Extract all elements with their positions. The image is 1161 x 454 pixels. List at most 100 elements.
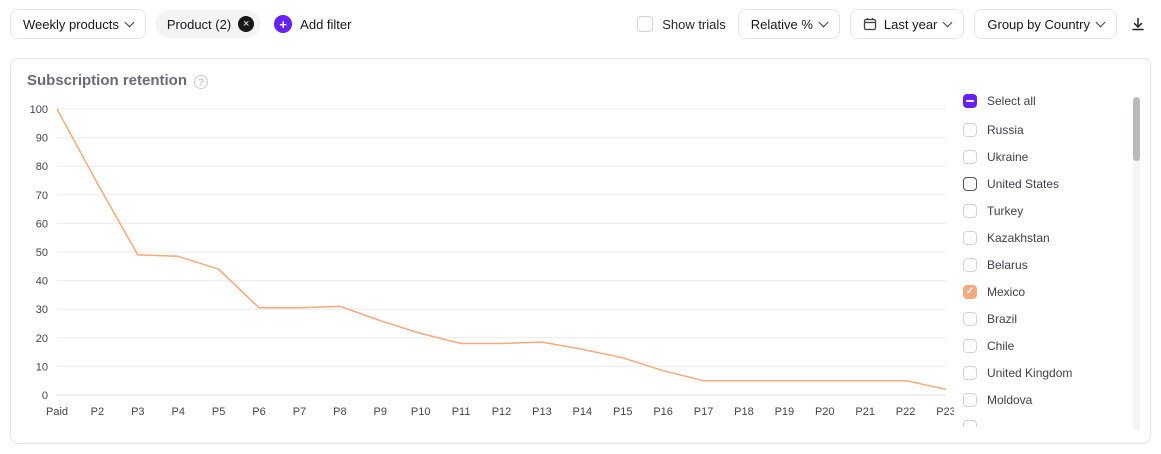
svg-text:30: 30 [36,304,48,316]
select-all-checkbox[interactable] [963,93,977,108]
date-range-dropdown[interactable]: Last year [849,9,965,39]
svg-text:40: 40 [36,276,48,288]
svg-text:P23: P23 [936,406,954,418]
svg-text:P3: P3 [131,406,144,418]
checkbox-icon[interactable] [963,203,977,218]
checkbox-icon[interactable] [963,149,977,164]
svg-text:P16: P16 [653,406,673,418]
legend-item-label: Brazil [987,311,1018,326]
retention-line-mexico [56,108,947,391]
toolbar-right: Show trials Relative % Last year Group b… [637,9,1149,39]
checkbox-icon[interactable] [963,392,977,407]
legend-list: Russia Ukraine United States Turkey Kazakhst… [963,116,1139,413]
svg-text:P15: P15 [613,406,633,418]
svg-text:70: 70 [36,190,48,202]
page-title: Subscription retention [27,72,188,89]
toolbar: Weekly products Product (2) × + Add filt… [0,0,1161,48]
retention-chart: 0 10 20 30 40 50 60 70 80 90 100 Paid P2 P3 P4 P5 P6 P7 P8… [30,104,954,418]
legend-item-partial[interactable] [963,413,1139,427]
products-dropdown-label: Weekly products [23,16,119,32]
svg-text:P8: P8 [333,406,346,418]
panel-header: Subscription retention ? [11,59,1150,89]
show-trials-label: Show trials [662,16,726,32]
legend-item-united-states[interactable]: United States [963,170,1139,197]
download-icon [1132,17,1144,31]
checkbox-icon[interactable] [963,419,977,427]
legend-item-label: Mexico [987,284,1026,299]
legend-scrollbar[interactable] [1133,97,1140,431]
svg-text:P13: P13 [532,406,552,418]
chevron-down-icon [818,17,829,27]
retention-panel: Subscription retention ? 0 10 20 30 40 50 60 70… [10,58,1151,444]
legend-scrollbar-thumb[interactable] [1133,97,1140,161]
checkbox-icon[interactable] [963,122,977,137]
svg-text:0: 0 [42,390,48,402]
checkbox-icon[interactable] [963,365,977,380]
relative-dropdown-label: Relative % [750,16,813,32]
svg-text:20: 20 [36,333,48,345]
download-button[interactable] [1127,13,1149,35]
svg-text:P21: P21 [855,406,875,418]
legend-item-kazakhstan[interactable]: Kazakhstan [963,224,1139,251]
select-all-row[interactable]: Select all [963,85,1139,116]
svg-text:80: 80 [36,161,48,173]
add-filter-label: Add filter [300,16,352,32]
select-all-label: Select all [987,93,1036,108]
checkbox-icon[interactable] [963,176,977,191]
products-dropdown[interactable]: Weekly products [10,9,146,39]
product-filter-chip[interactable]: Product (2) × [154,10,262,38]
relative-dropdown[interactable]: Relative % [737,9,840,39]
legend-item-label: Moldova [987,392,1033,407]
svg-text:P22: P22 [896,406,916,418]
svg-text:10: 10 [36,361,48,373]
checkbox-icon[interactable] [963,311,977,326]
group-by-label: Group by Country [987,16,1090,32]
svg-text:P18: P18 [734,406,754,418]
country-legend: Select all Russia Ukraine United States Tur… [963,85,1139,427]
legend-item-turkey[interactable]: Turkey [963,197,1139,224]
svg-text:P4: P4 [171,406,184,418]
svg-text:P9: P9 [374,406,387,418]
chevron-down-icon [1095,17,1106,27]
legend-item-mexico[interactable]: Mexico [963,278,1139,305]
group-by-dropdown[interactable]: Group by Country [974,9,1117,39]
svg-text:90: 90 [36,133,48,145]
svg-text:100: 100 [30,104,48,116]
product-filter-label: Product (2) [166,16,232,32]
svg-text:P14: P14 [573,406,593,418]
legend-item-brazil[interactable]: Brazil [963,305,1139,332]
svg-text:P2: P2 [91,406,104,418]
show-trials-toggle[interactable]: Show trials [637,16,726,32]
svg-text:P11: P11 [452,406,471,418]
checkbox-icon[interactable] [963,230,977,245]
legend-item-label: Belarus [987,257,1028,272]
help-icon[interactable]: ? [194,74,209,89]
checkbox-icon[interactable] [963,257,977,272]
legend-item-russia[interactable]: Russia [963,116,1139,143]
legend-item-belarus[interactable]: Belarus [963,251,1139,278]
show-trials-checkbox[interactable] [637,16,654,32]
legend-item-moldova[interactable]: Moldova [963,386,1139,413]
svg-text:P17: P17 [694,406,714,418]
legend-item-label: United Kingdom [987,365,1073,380]
legend-item-label: Chile [987,338,1015,353]
remove-filter-icon[interactable]: × [238,16,255,32]
toolbar-left: Weekly products Product (2) × + Add filt… [10,9,355,39]
legend-item-united-kingdom[interactable]: United Kingdom [963,359,1139,386]
date-range-label: Last year [883,16,938,32]
svg-text:P5: P5 [212,406,225,418]
chevron-down-icon [124,17,135,27]
legend-item-chile[interactable]: Chile [963,332,1139,359]
add-filter-button[interactable]: + Add filter [270,15,355,33]
svg-text:P7: P7 [293,406,306,418]
checkbox-icon[interactable] [963,338,977,353]
checked-checkbox-icon[interactable] [963,284,977,299]
svg-text:P10: P10 [411,406,431,418]
svg-text:60: 60 [36,218,48,230]
svg-text:P6: P6 [252,406,265,418]
svg-text:P12: P12 [492,406,512,418]
calendar-icon [863,18,877,31]
legend-item-label: Russia [987,122,1024,137]
legend-item-label: United States [987,176,1060,191]
legend-item-ukraine[interactable]: Ukraine [963,143,1139,170]
